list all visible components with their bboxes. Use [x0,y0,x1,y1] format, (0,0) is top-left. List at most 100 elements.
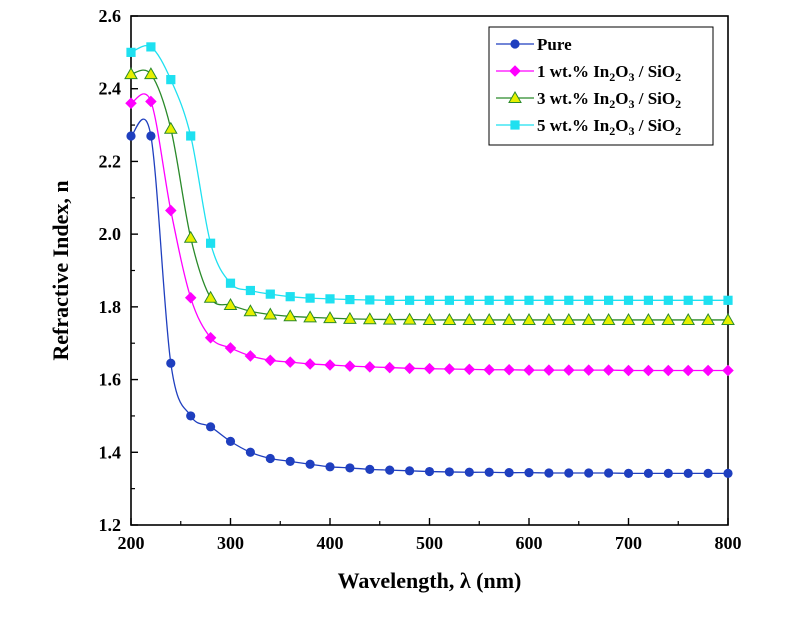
data-point [126,131,136,141]
data-point [144,67,158,80]
data-point [265,289,275,299]
data-point [126,47,136,57]
data-point [244,350,257,362]
data-point [682,364,694,377]
data-point [184,292,197,304]
data-point [303,310,317,323]
data-point [721,312,735,325]
data-point [385,465,395,475]
data-point [584,468,594,478]
data-point [343,311,357,324]
data-point [542,312,556,325]
data-point [523,364,535,376]
data-point [603,468,614,478]
data-point [543,364,555,376]
data-point [424,466,435,477]
data-point [681,312,696,325]
data-point [204,331,217,344]
data-point [205,238,216,248]
data-point [522,312,536,325]
y-tick-label: 1.4 [99,442,122,462]
data-point [404,295,415,305]
y-tick-label: 2.4 [99,79,122,99]
legend-marker [508,90,522,103]
data-point [561,312,576,325]
data-point [305,459,315,469]
data-point [701,312,715,325]
series-3 [124,67,735,325]
data-point [584,295,594,305]
data-point [643,468,654,478]
y-axis: 1.2 1.4 1.6 1.8 2.0 2.2 2.4 2.6 [99,6,138,535]
data-point [345,463,355,473]
legend: Pure 1 wt.% In2​O3​ / SiO2​ 3 wt.% In2​O3​… [488,26,714,146]
data-point [463,363,476,376]
data-point [145,95,157,108]
legend-label: 5 wt.% In2​O3​ / SiO2​ [537,116,681,138]
data-point [564,468,574,478]
data-point [444,295,455,305]
series-4 [126,42,733,305]
data-point [641,312,656,325]
y-tick-label: 2.6 [99,6,122,26]
data-point [464,467,474,477]
data-point [621,312,636,325]
data-point [602,364,615,376]
data-point [364,361,376,373]
data-point [504,295,514,305]
data-point [245,285,255,296]
y-tick-label: 1.2 [99,515,122,535]
data-point [483,363,495,376]
x-tick-label: 300 [217,533,244,553]
data-point [723,468,733,478]
data-point [305,293,315,303]
data-point [223,298,238,311]
data-point [424,295,435,305]
data-point [146,42,156,52]
y-tick-label: 2.2 [99,151,122,171]
data-point [225,278,236,288]
series-1 [126,118,733,478]
series-2 [125,93,734,377]
data-point [344,360,356,372]
x-tick-label: 200 [118,533,145,553]
data-point [642,364,655,377]
data-point [284,356,296,368]
data-point [165,204,177,217]
data-point [643,295,654,305]
data-point [423,362,436,375]
y-tick-label: 1.8 [99,297,122,317]
data-point [544,295,554,305]
data-point [703,295,713,305]
data-point [723,295,733,305]
legend-marker [510,39,520,49]
data-point [524,295,534,305]
data-point [442,312,457,325]
data-point [444,467,454,477]
data-point [422,312,437,325]
data-point [661,312,676,325]
x-tick-label: 800 [715,533,742,553]
data-point [345,294,355,305]
data-point [563,364,575,376]
data-point [581,312,596,325]
data-point [324,359,336,371]
data-point [404,466,415,476]
data-point [402,312,417,325]
data-point [564,295,574,305]
data-point [283,309,298,322]
data-point [722,364,734,377]
y-tick-label: 2.0 [99,224,122,244]
data-point [245,447,255,457]
data-point [285,292,295,302]
data-point [243,304,258,317]
data-point [464,295,474,305]
data-point [502,312,516,325]
x-tick-label: 600 [516,533,543,553]
data-point [683,468,693,478]
data-point [622,364,635,377]
data-point [663,295,673,305]
y-axis-title: Refractive Index, n [48,180,73,360]
data-point [544,468,554,478]
